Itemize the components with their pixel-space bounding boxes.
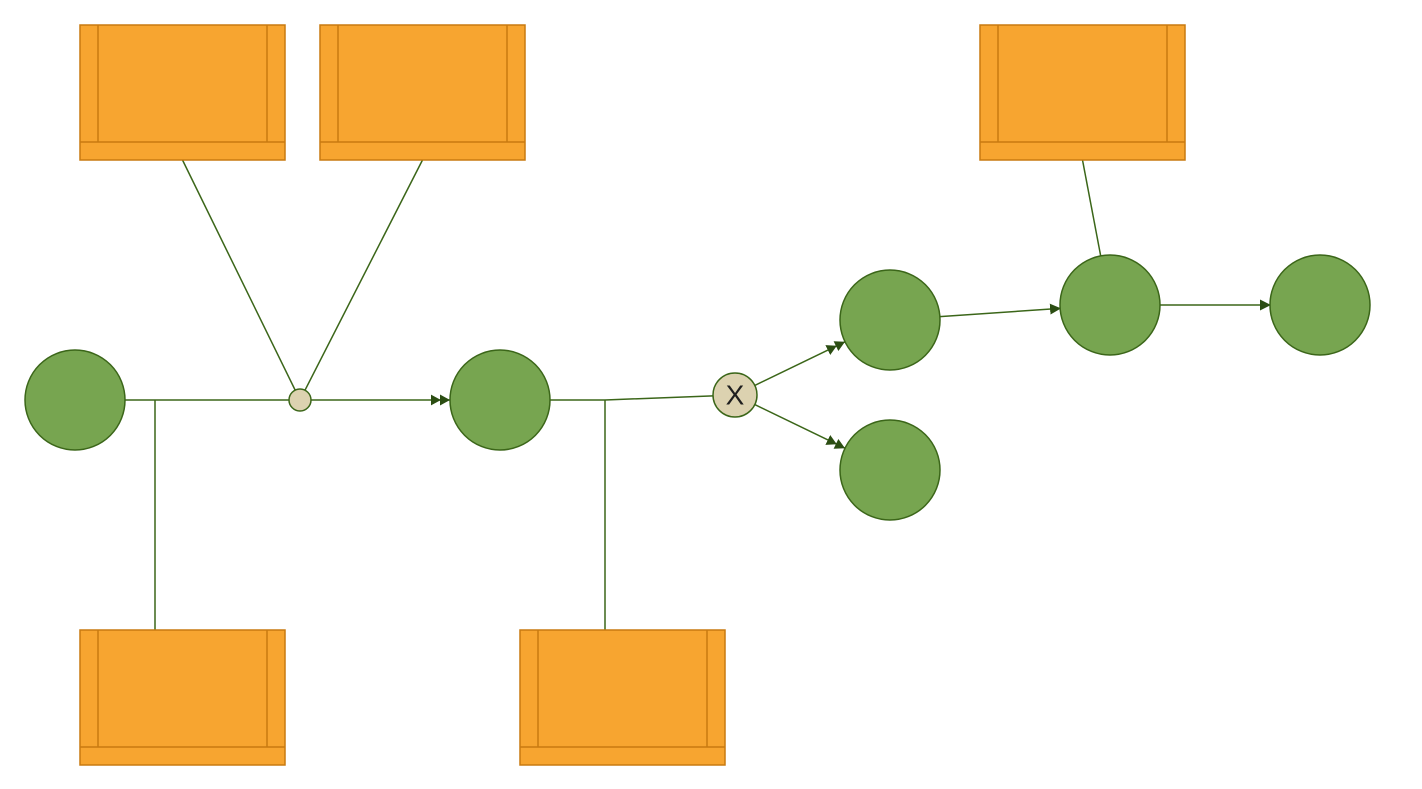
gateway-label: X [726,380,745,411]
edge [550,396,713,400]
datastore-ds4 [80,630,285,765]
datastore-ds1 [80,25,285,160]
datastore-ds3 [980,25,1185,160]
edge [305,160,422,390]
junction-j1 [289,389,311,411]
edge [183,160,296,390]
event-circle-c3 [840,270,940,370]
event-circle-c1 [25,350,125,450]
event-circle-c4 [840,420,940,520]
edge [1083,160,1101,256]
epc-diagram: X [0,0,1422,789]
gateway-g1: X [713,373,757,417]
edge [755,342,845,386]
event-circle-c5 [1060,255,1160,355]
nodes-layer: X [25,25,1370,765]
datastore-ds5 [520,630,725,765]
edge [755,405,845,449]
edge [940,308,1060,316]
event-circle-c2 [450,350,550,450]
event-circle-c6 [1270,255,1370,355]
datastore-ds2 [320,25,525,160]
